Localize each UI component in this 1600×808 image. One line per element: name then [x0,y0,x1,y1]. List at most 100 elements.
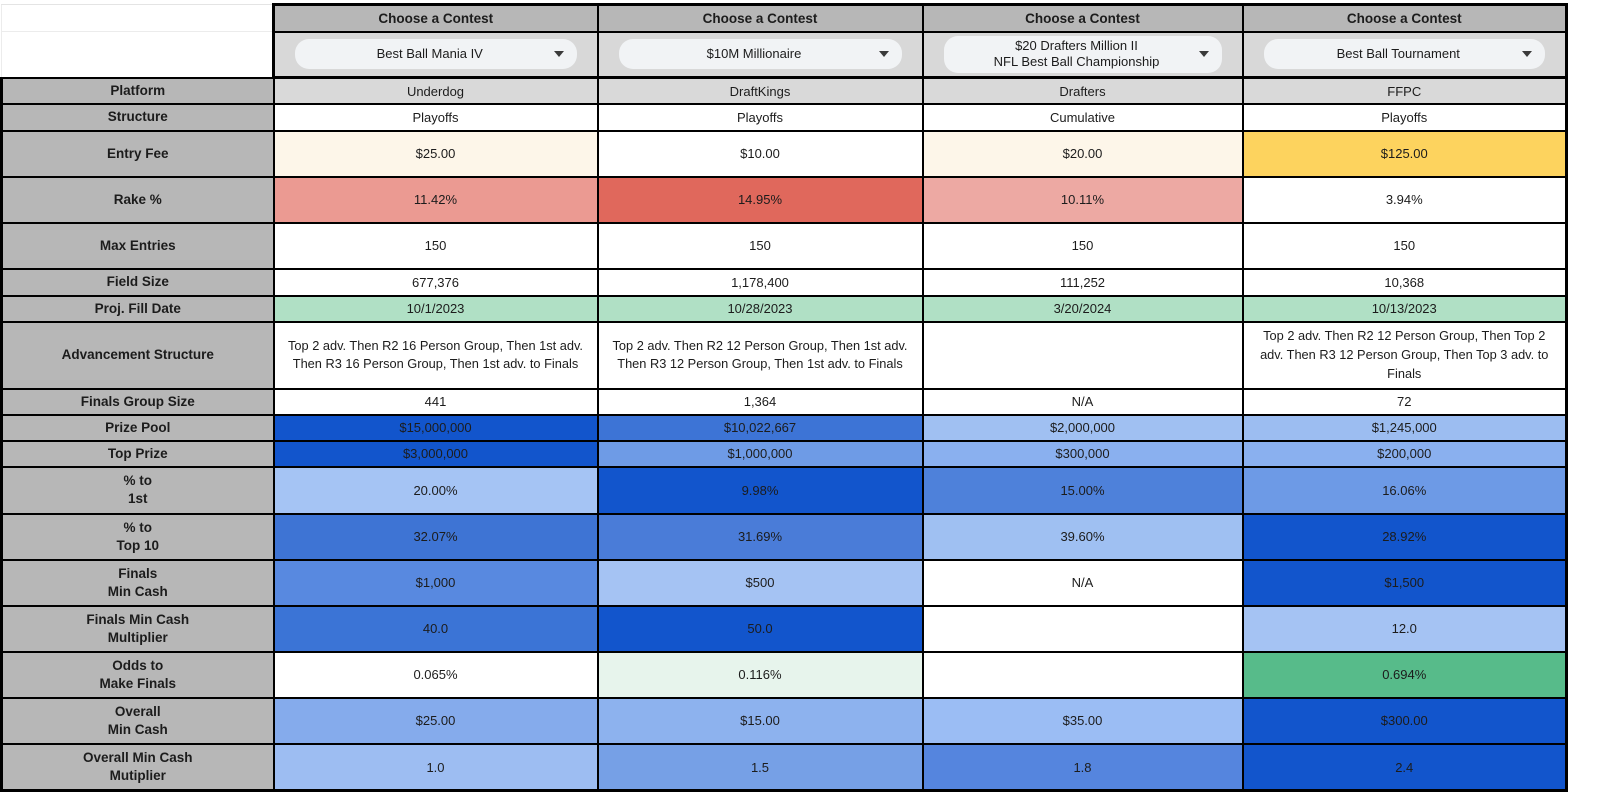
cell-platform-4: FFPC [1241,76,1568,105]
contest-dropdown-value: Best Ball Mania IV [376,45,483,61]
contest-dropdown-cell: Best Ball Tournament [1241,30,1568,80]
contest-header-4: Choose a Contest [1241,3,1568,33]
cell-pct-to-top10-1: 32.07% [272,512,599,561]
table-row: % to 1st 20.00% 9.98% 15.00% 16.06% [0,465,1568,515]
row-label-entry-fee: Entry Fee [0,129,275,178]
cell-entry-fee-1: $25.00 [272,129,599,178]
cell-pct-to-top10-4: 28.92% [1241,512,1568,561]
table-row: Platform Underdog DraftKings Drafters FF… [0,76,1568,105]
contest-dropdown-cell: $20 Drafters Million II NFL Best Ball Ch… [921,30,1244,80]
row-label-finals-group-size: Finals Group Size [0,387,275,416]
contest-dropdown-2[interactable]: $10M Millionaire [618,39,902,70]
contest-dropdown-value: $20 Drafters Million II NFL Best Ball Ch… [993,37,1160,70]
cell-top-prize-3: $300,000 [921,439,1244,468]
cell-platform-3: Drafters [921,76,1244,105]
row-label-pct-to-top10: % to Top 10 [0,512,275,561]
cell-finals-min-cash-3: N/A [921,558,1244,607]
chevron-down-icon [553,51,564,58]
cell-platform-2: DraftKings [596,76,924,105]
cell-field-size-3: 111,252 [921,267,1244,297]
contest-dropdown-cell: Best Ball Mania IV [272,30,599,80]
chevron-down-icon [1198,51,1209,58]
cell-rake-1: 11.42% [272,175,599,224]
contest-dropdown-1[interactable]: Best Ball Mania IV [295,39,577,70]
table-row: Odds to Make Finals 0.065% 0.116% 0.694% [0,650,1568,699]
cell-prize-pool-2: $10,022,667 [596,413,924,442]
cell-structure-3: Cumulative [921,102,1244,132]
cell-finals-group-size-1: 441 [272,387,599,416]
cell-structure-4: Playoffs [1241,102,1568,132]
cell-pct-to-1st-1: 20.00% [272,465,599,515]
cell-structure-1: Playoffs [272,102,599,132]
cell-entry-fee-3: $20.00 [921,129,1244,178]
cell-finals-min-cash-4: $1,500 [1241,558,1568,607]
cell-fill-date-2: 10/28/2023 [596,294,924,323]
row-label-fill-date: Proj. Fill Date [0,294,275,323]
cell-prize-pool-4: $1,245,000 [1241,413,1568,442]
row-label-advancement: Advancement Structure [0,320,275,390]
cell-fill-date-1: 10/1/2023 [272,294,599,323]
cell-overall-min-cash-3: $35.00 [921,696,1244,745]
cell-finals-min-cash-multiplier-1: 40.0 [272,604,599,653]
cell-pct-to-top10-3: 39.60% [921,512,1244,561]
cell-finals-group-size-3: N/A [921,387,1244,416]
table-row: Prize Pool $15,000,000 $10,022,667 $2,00… [0,413,1568,442]
cell-fill-date-3: 3/20/2024 [921,294,1244,323]
row-label-finals-min-cash: Finals Min Cash [0,558,275,607]
table-row: Finals Min Cash Multiplier 40.0 50.0 12.… [0,604,1568,653]
row-label-overall-min-cash-multiplier: Overall Min Cash Mutiplier [0,742,275,793]
cell-max-entries-3: 150 [921,221,1244,270]
cell-prize-pool-3: $2,000,000 [921,413,1244,442]
table-row: Finals Min Cash $1,000 $500 N/A $1,500 [0,558,1568,607]
contest-dropdown-cell: $10M Millionaire [596,30,924,80]
chevron-down-icon [878,51,889,58]
cell-advancement-3 [921,320,1244,390]
table-row: Best Ball Mania IV $10M Millionaire $20 … [1,30,1568,80]
cell-pct-to-1st-4: 16.06% [1241,465,1568,515]
table-row: Max Entries 150 150 150 150 [0,221,1568,270]
cell-top-prize-4: $200,000 [1241,439,1568,468]
row-label-odds-make-finals: Odds to Make Finals [0,650,275,699]
cell-finals-min-cash-multiplier-2: 50.0 [596,604,924,653]
table-row: Structure Playoffs Playoffs Cumulative P… [0,102,1568,132]
empty-cell [1,30,275,79]
cell-overall-min-cash-multiplier-3: 1.8 [921,742,1244,793]
cell-finals-group-size-2: 1,364 [596,387,924,416]
cell-structure-2: Playoffs [596,102,924,132]
cell-rake-3: 10.11% [921,175,1244,224]
cell-pct-to-1st-3: 15.00% [921,465,1244,515]
cell-rake-4: 3.94% [1241,175,1568,224]
cell-overall-min-cash-1: $25.00 [272,696,599,745]
contest-dropdown-4[interactable]: Best Ball Tournament [1263,39,1545,70]
contest-dropdown-3[interactable]: $20 Drafters Million II NFL Best Ball Ch… [943,35,1222,74]
cell-overall-min-cash-multiplier-4: 2.4 [1241,742,1568,793]
table-row: Overall Min Cash $25.00 $15.00 $35.00 $3… [0,696,1568,745]
row-label-structure: Structure [0,102,275,132]
row-label-top-prize: Top Prize [0,439,275,468]
contest-header-1: Choose a Contest [272,3,599,33]
cell-prize-pool-1: $15,000,000 [272,413,599,442]
cell-max-entries-1: 150 [272,221,599,270]
row-label-max-entries: Max Entries [0,221,275,270]
cell-odds-make-finals-4: 0.694% [1241,650,1568,699]
cell-finals-min-cash-multiplier-3 [921,604,1244,653]
cell-top-prize-1: $3,000,000 [272,439,599,468]
row-label-finals-min-cash-multiplier: Finals Min Cash Multiplier [0,604,275,653]
cell-max-entries-2: 150 [596,221,924,270]
cell-odds-make-finals-2: 0.116% [596,650,924,699]
chevron-down-icon [1522,51,1532,58]
empty-cell [1,4,275,32]
cell-fill-date-4: 10/13/2023 [1241,294,1568,323]
cell-finals-min-cash-2: $500 [596,558,924,607]
table-row: Entry Fee $25.00 $10.00 $20.00 $125.00 [0,129,1568,178]
table-row: Top Prize $3,000,000 $1,000,000 $300,000… [0,439,1568,468]
cell-field-size-4: 10,368 [1241,267,1568,297]
cell-overall-min-cash-multiplier-2: 1.5 [596,742,924,793]
cell-field-size-1: 677,376 [272,267,599,297]
row-label-platform: Platform [0,76,275,105]
cell-entry-fee-2: $10.00 [596,129,924,178]
table-row: Advancement Structure Top 2 adv. Then R2… [0,320,1568,390]
table-row: % to Top 10 32.07% 31.69% 39.60% 28.92% [0,512,1568,561]
contest-header-2: Choose a Contest [596,3,924,33]
cell-odds-make-finals-3 [921,650,1244,699]
